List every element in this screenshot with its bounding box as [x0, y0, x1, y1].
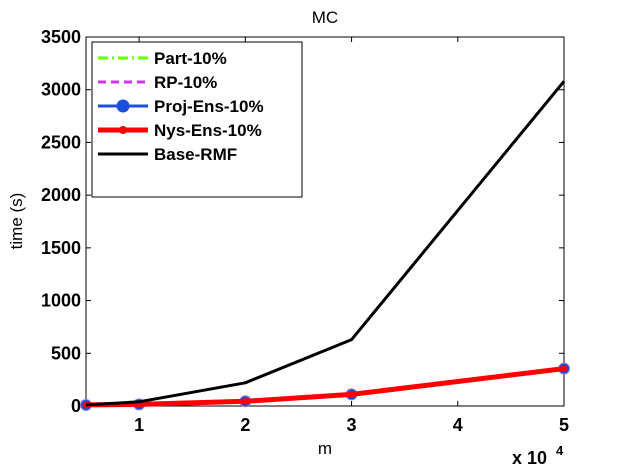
- x-tick-label: 3: [347, 415, 357, 435]
- y-tick-label: 1500: [41, 238, 81, 258]
- x-tick-label: 2: [240, 415, 250, 435]
- legend-marker-proj-ens-10: [116, 99, 130, 113]
- y-tick-label: 3000: [41, 80, 81, 100]
- x-tick-label: 1: [134, 415, 144, 435]
- legend-marker-nys-ens-10: [119, 126, 127, 134]
- series-line-base-rmf: [85, 80, 566, 407]
- y-tick-label: 2000: [41, 185, 81, 205]
- y-ticks: 0 500 1000 1500 2000 2500 3000 3500: [41, 27, 564, 416]
- legend-label-rp-10: RP-10%: [154, 73, 217, 92]
- data-point-nys-ens-10: [241, 397, 249, 405]
- legend-label-part-10: Part-10%: [154, 49, 227, 68]
- data-point-nys-ens-10: [348, 390, 356, 398]
- chart-title: MC: [312, 8, 338, 27]
- x-tick-label: 4: [453, 415, 463, 435]
- x-multiplier-base: x 10: [512, 448, 547, 468]
- series-layer: [80, 80, 570, 411]
- legend-box: [91, 41, 303, 198]
- y-tick-label: 3500: [41, 27, 81, 47]
- x-axis-label: m: [318, 439, 332, 458]
- legend-label-proj-ens-10: Proj-Ens-10%: [154, 97, 264, 116]
- legend-label-base-rmf: Base-RMF: [154, 145, 237, 164]
- y-tick-label: 0: [71, 396, 81, 416]
- legend: Part-10% RP-10% Proj-Ens-10% Nys-Ens-10% Bas…: [91, 41, 303, 198]
- x-multiplier-exponent: 4: [556, 443, 564, 458]
- legend-label-nys-ens-10: Nys-Ens-10%: [154, 121, 262, 140]
- x-multiplier: x 10 4: [512, 443, 564, 468]
- y-tick-label: 2500: [41, 132, 81, 152]
- y-axis-label: time (s): [7, 193, 26, 250]
- data-point-nys-ens-10: [560, 365, 568, 373]
- y-tick-label: 500: [51, 343, 81, 363]
- x-tick-label: 5: [559, 415, 569, 435]
- y-tick-label: 1000: [41, 291, 81, 311]
